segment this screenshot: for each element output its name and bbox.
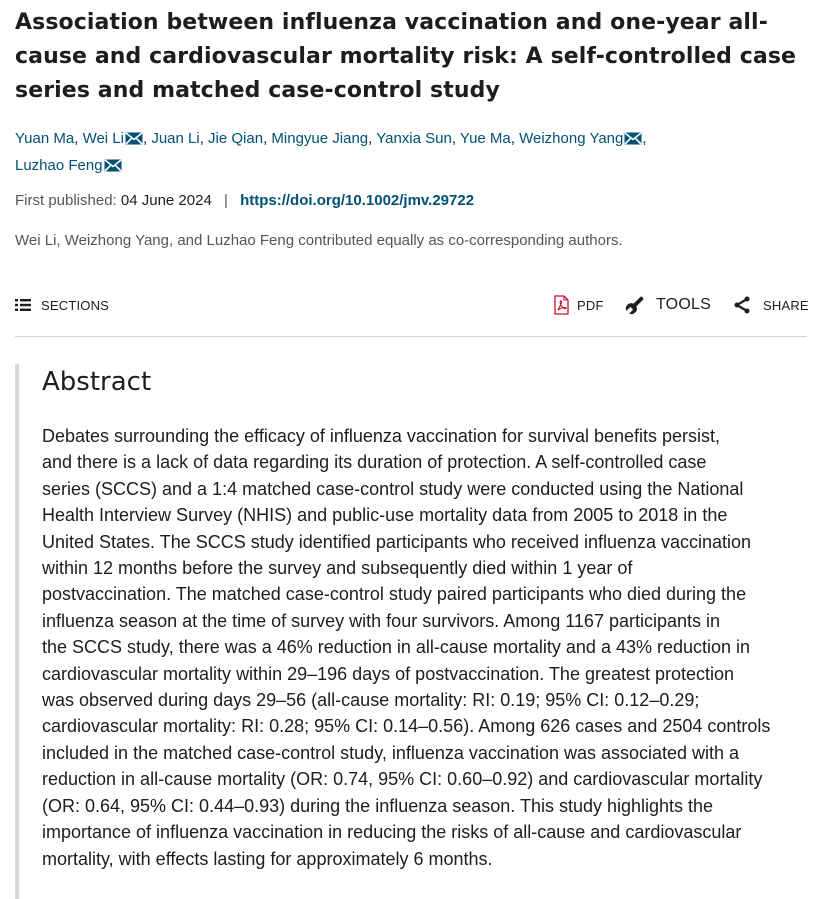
envelope-icon[interactable] (125, 128, 143, 153)
abstract-line: within 12 months before the survey and s… (42, 558, 633, 579)
article-title: Association between influenza vaccinatio… (15, 6, 815, 108)
envelope-icon[interactable] (104, 155, 122, 180)
pdf-button[interactable]: PDF (553, 292, 604, 318)
abstract-line: was observed during days 29–56 (all-caus… (42, 690, 700, 711)
pdf-label: PDF (577, 297, 604, 313)
abstract-line: reduction in all-cause mortality (OR: 0.… (42, 769, 763, 790)
section-divider (15, 336, 807, 337)
author-link[interactable]: Wei Li (82, 130, 124, 147)
author-link[interactable]: Mingyue Jiang (271, 130, 369, 147)
author-link[interactable]: Yanxia Sun (376, 130, 452, 147)
title-line: Association between influenza vaccinatio… (15, 10, 768, 35)
tools-button[interactable]: TOOLS (624, 292, 711, 318)
title-line: cause and cardiovascular mortality risk:… (15, 44, 797, 69)
author-link[interactable]: Juan Li (151, 130, 200, 147)
tools-label: TOOLS (656, 296, 711, 313)
author-separator: , (510, 130, 520, 147)
abstract-line: Health Interview Survey (NHIS) and publi… (42, 505, 728, 526)
author-link[interactable]: Jie Qian (208, 130, 264, 147)
wrench-icon (625, 296, 644, 315)
doi-link[interactable]: https://doi.org/10.1002/jmv.29722 (240, 192, 475, 209)
abstract-line: (OR: 0.64, 95% CI: 0.44–0.93) during the… (42, 795, 714, 816)
author-separator: , (642, 130, 647, 147)
abstract-line: United States. The SCCS study identified… (42, 531, 752, 552)
author-link[interactable]: Luzhao Feng (15, 157, 103, 174)
separator: | (223, 192, 228, 209)
sections-button[interactable]: SECTIONS (15, 292, 109, 318)
author-list: Yuan Ma, Wei Li, Juan Li, Jie Qian, Ming… (15, 126, 815, 180)
abstract-line: series (SCCS) and a 1:4 matched case-con… (42, 478, 744, 499)
co-corresponding-note: Wei Li, Weizhong Yang, and Luzhao Feng c… (15, 232, 623, 249)
author-separator: , (263, 130, 272, 147)
list-icon (15, 299, 31, 311)
abstract-line: the SCCS study, there was a 46% reductio… (42, 637, 751, 658)
abstract-line: cardiovascular mortality within 29–196 d… (42, 663, 735, 684)
abstract-line: influenza season at the time of survey w… (42, 610, 721, 631)
abstract-line: and there is a lack of data regarding it… (42, 452, 707, 473)
abstract-left-bar (15, 364, 19, 899)
abstract-line: importance of influenza vaccination in r… (42, 822, 742, 843)
author-separator: , (451, 130, 460, 147)
abstract-line: included in the matched case-control stu… (42, 742, 740, 763)
article-toolbar: SECTIONS PDF TOOLS SHARE (15, 292, 809, 318)
envelope-icon[interactable] (624, 128, 642, 153)
first-published-date: 04 June 2024 (120, 192, 212, 209)
abstract-line: Debates surrounding the efficacy of infl… (42, 426, 721, 446)
title-line: series and matched case-control study (15, 78, 500, 103)
abstract-text: Debates surrounding the efficacy of infl… (42, 423, 817, 872)
author-link[interactable]: Yuan Ma (15, 130, 75, 147)
sections-label: SECTIONS (41, 297, 110, 313)
publication-info: First published: 04 June 2024 | https://… (15, 191, 474, 211)
share-label: SHARE (763, 297, 809, 313)
author-separator: , (74, 130, 83, 147)
author-separator: , (142, 130, 152, 147)
author-separator: , (199, 130, 209, 147)
abstract-line: mortality, with effects lasting for appr… (42, 848, 493, 869)
first-published-label: First published: (15, 192, 117, 209)
share-icon (734, 296, 750, 314)
author-link[interactable]: Weizhong Yang (519, 130, 624, 147)
abstract-line: postvaccination. The matched case-contro… (42, 584, 747, 605)
pdf-icon (554, 295, 569, 315)
share-button[interactable]: SHARE (733, 292, 809, 318)
abstract-line: cardiovascular mortality: RI: 0.28; 95% … (42, 716, 771, 737)
author-link[interactable]: Yue Ma (459, 130, 511, 147)
abstract-heading: Abstract (42, 367, 152, 397)
author-separator: , (368, 130, 377, 147)
